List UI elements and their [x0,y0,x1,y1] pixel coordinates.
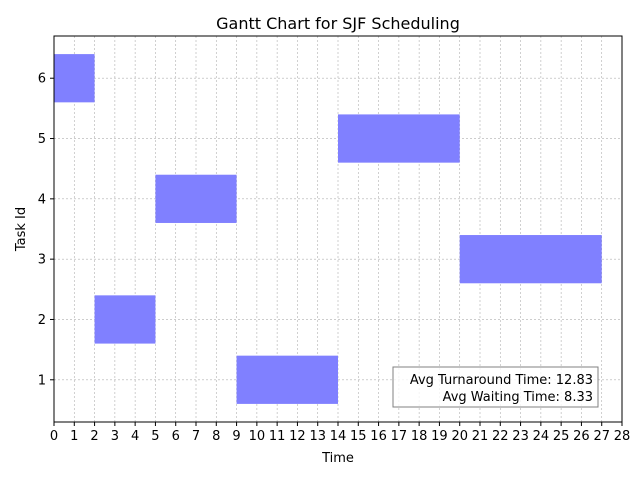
x-tick-label: 8 [212,429,220,444]
y-axis-ticks: 1 2 3 4 5 6 [38,72,54,388]
y-tick-label: 1 [38,373,46,388]
x-tick-label: 15 [350,429,367,444]
avg-turnaround-text: Avg Turnaround Time: 12.83 [410,373,593,388]
task-bar-4 [155,174,237,223]
task-bar-5 [338,114,460,163]
bars [54,54,602,404]
x-tick-label: 7 [192,429,200,444]
x-tick-label: 27 [593,429,610,444]
x-tick-label: 5 [151,429,159,444]
x-tick-label: 26 [573,429,590,444]
x-tick-label: 23 [512,429,529,444]
x-tick-label: 0 [50,429,58,444]
x-tick-label: 12 [289,429,306,444]
x-tick-label: 13 [309,429,326,444]
x-tick-label: 11 [269,429,286,444]
task-bar-2 [94,295,156,344]
x-tick-label: 18 [411,429,428,444]
x-tick-label: 14 [330,429,347,444]
y-tick-label: 2 [38,313,46,328]
chart-title: Gantt Chart for SJF Scheduling [216,14,460,33]
x-tick-label: 16 [370,429,387,444]
x-axis-label: Time [321,451,354,466]
task-bar-6 [54,54,95,103]
x-tick-label: 17 [391,429,408,444]
x-tick-label: 6 [172,429,180,444]
avg-waiting-text: Avg Waiting Time: 8.33 [443,390,593,405]
x-tick-label: 21 [472,429,489,444]
x-axis-ticks: 0 1 2 3 4 5 6 7 8 9 10 11 12 13 14 15 16 17 18 19 20 21 22 23 24… [50,422,630,444]
x-tick-label: 4 [131,429,139,444]
stats-box-frame [392,366,599,408]
x-tick-label: 28 [614,429,631,444]
y-tick-label: 5 [38,132,46,147]
x-tick-label: 19 [431,429,448,444]
y-tick-label: 4 [38,192,46,207]
y-axis-label: Task Id [14,207,29,252]
x-tick-label: 3 [111,429,119,444]
task-bar-1 [236,355,338,404]
y-tick-label: 6 [38,72,46,87]
x-tick-label: 2 [90,429,98,444]
x-tick-label: 10 [249,429,266,444]
x-tick-label: 20 [451,429,468,444]
stats-box: Avg Turnaround Time: 12.83 Avg Waiting T… [392,366,599,408]
x-tick-label: 25 [553,429,570,444]
y-tick-label: 3 [38,253,46,268]
x-tick-label: 1 [70,429,78,444]
task-bar-3 [459,235,602,284]
x-tick-label: 9 [232,429,240,444]
x-tick-label: 24 [533,429,550,444]
x-tick-label: 22 [492,429,509,444]
